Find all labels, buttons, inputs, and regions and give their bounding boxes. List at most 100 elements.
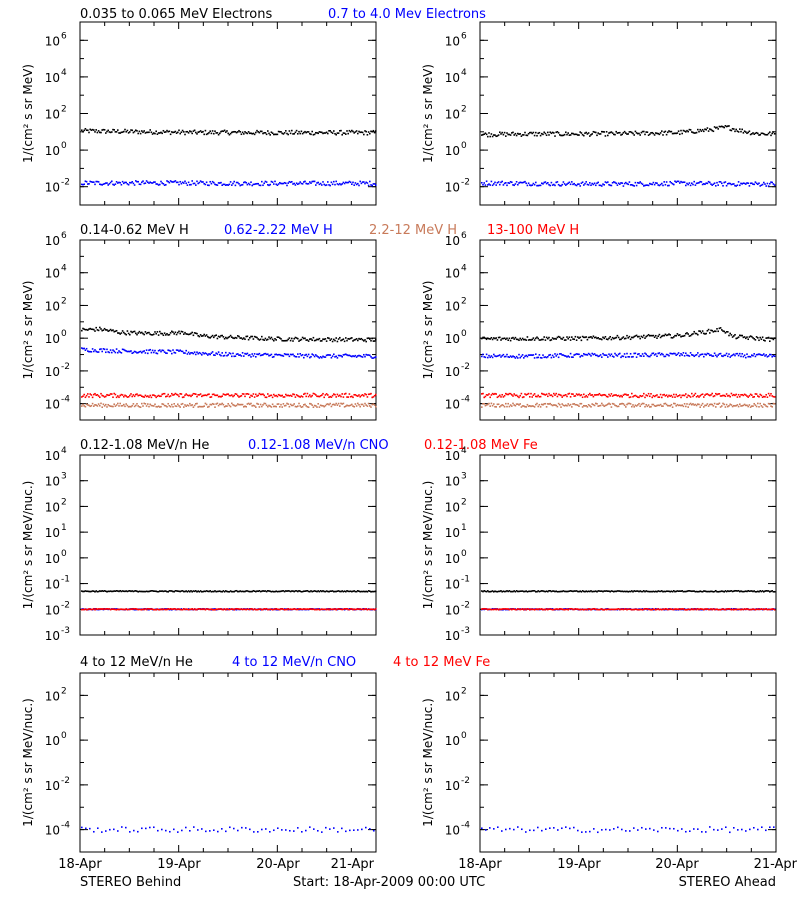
data-point bbox=[545, 336, 548, 339]
data-point bbox=[565, 590, 567, 593]
data-point bbox=[640, 355, 643, 357]
data-point bbox=[695, 332, 698, 335]
data-point bbox=[763, 181, 765, 184]
data-point bbox=[179, 590, 181, 593]
data-point bbox=[325, 340, 328, 342]
data-point bbox=[543, 393, 545, 396]
data-point bbox=[269, 608, 271, 611]
data-point bbox=[585, 181, 587, 183]
data-point bbox=[173, 333, 175, 335]
data-point bbox=[563, 355, 566, 357]
data-point bbox=[581, 181, 584, 184]
data-point bbox=[511, 356, 513, 358]
data-point bbox=[596, 393, 598, 396]
data-point bbox=[366, 608, 369, 611]
data-point bbox=[245, 608, 247, 611]
series-1 bbox=[481, 352, 776, 359]
data-point bbox=[639, 394, 641, 397]
data-point bbox=[656, 590, 658, 593]
data-point bbox=[754, 132, 757, 135]
data-point bbox=[101, 394, 103, 397]
data-point bbox=[521, 181, 524, 184]
data-point bbox=[647, 184, 650, 187]
data-point bbox=[591, 133, 593, 135]
data-point bbox=[572, 338, 574, 340]
data-point bbox=[289, 181, 292, 184]
data-point bbox=[547, 590, 549, 593]
data-point bbox=[369, 354, 371, 357]
data-point bbox=[154, 181, 156, 183]
data-point bbox=[294, 355, 297, 358]
data-point bbox=[271, 403, 274, 406]
data-point bbox=[515, 590, 518, 592]
data-point bbox=[363, 340, 365, 342]
data-point bbox=[520, 339, 523, 341]
data-point bbox=[499, 183, 501, 186]
data-point bbox=[328, 354, 330, 356]
data-point bbox=[521, 396, 524, 399]
data-point bbox=[166, 590, 168, 593]
y-tick-label: 10 bbox=[45, 71, 60, 85]
data-point bbox=[228, 335, 231, 338]
data-point bbox=[677, 180, 680, 183]
data-point bbox=[566, 395, 568, 398]
data-point bbox=[488, 132, 490, 134]
y-tick-label: 10 bbox=[45, 34, 60, 48]
data-point bbox=[192, 334, 195, 337]
data-point bbox=[159, 330, 161, 333]
data-point bbox=[706, 393, 709, 395]
data-point bbox=[147, 331, 149, 334]
data-point bbox=[282, 182, 285, 185]
data-point bbox=[331, 608, 334, 610]
data-point bbox=[601, 185, 603, 187]
data-point bbox=[321, 394, 323, 396]
data-point bbox=[541, 132, 543, 135]
data-point bbox=[309, 181, 311, 183]
data-point bbox=[341, 393, 343, 395]
data-point bbox=[620, 394, 622, 397]
data-point bbox=[274, 353, 276, 356]
data-point bbox=[537, 132, 539, 135]
data-point bbox=[163, 184, 166, 187]
data-point bbox=[165, 334, 167, 336]
data-point bbox=[286, 608, 288, 611]
data-point bbox=[325, 184, 328, 186]
data-point bbox=[185, 590, 187, 592]
data-point bbox=[611, 402, 614, 405]
data-point bbox=[764, 339, 766, 342]
data-point bbox=[645, 335, 647, 338]
data-point bbox=[357, 339, 359, 342]
data-point bbox=[159, 183, 161, 186]
data-point bbox=[357, 608, 359, 610]
data-point bbox=[220, 403, 222, 406]
data-point bbox=[94, 349, 96, 351]
data-point bbox=[705, 608, 707, 610]
data-point bbox=[629, 608, 632, 611]
data-point bbox=[673, 589, 675, 592]
data-point bbox=[364, 608, 366, 610]
data-point bbox=[716, 355, 718, 358]
data-point bbox=[722, 185, 724, 187]
data-point bbox=[593, 182, 596, 185]
data-point bbox=[701, 183, 704, 186]
data-point bbox=[569, 403, 572, 406]
data-point bbox=[557, 183, 560, 186]
data-point bbox=[173, 608, 175, 610]
data-point bbox=[169, 405, 172, 408]
data-point bbox=[363, 133, 365, 136]
data-point bbox=[145, 180, 148, 182]
data-point bbox=[728, 182, 730, 185]
data-point bbox=[769, 353, 771, 356]
data-point bbox=[713, 590, 716, 593]
data-point bbox=[514, 357, 517, 359]
data-point bbox=[223, 354, 226, 357]
data-point bbox=[525, 134, 527, 137]
data-point bbox=[328, 590, 330, 593]
data-point bbox=[243, 406, 245, 408]
data-point bbox=[97, 827, 99, 830]
data-point bbox=[687, 183, 689, 186]
data-point bbox=[358, 337, 360, 340]
data-point bbox=[548, 183, 550, 186]
data-point bbox=[553, 608, 555, 611]
